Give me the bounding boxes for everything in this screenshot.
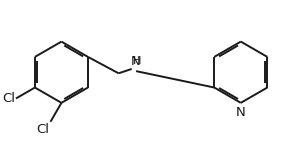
Text: N: N (236, 106, 246, 119)
Text: Cl: Cl (36, 123, 49, 136)
Text: H: H (133, 56, 141, 66)
Text: N: N (131, 55, 140, 68)
Text: Cl: Cl (2, 92, 15, 105)
